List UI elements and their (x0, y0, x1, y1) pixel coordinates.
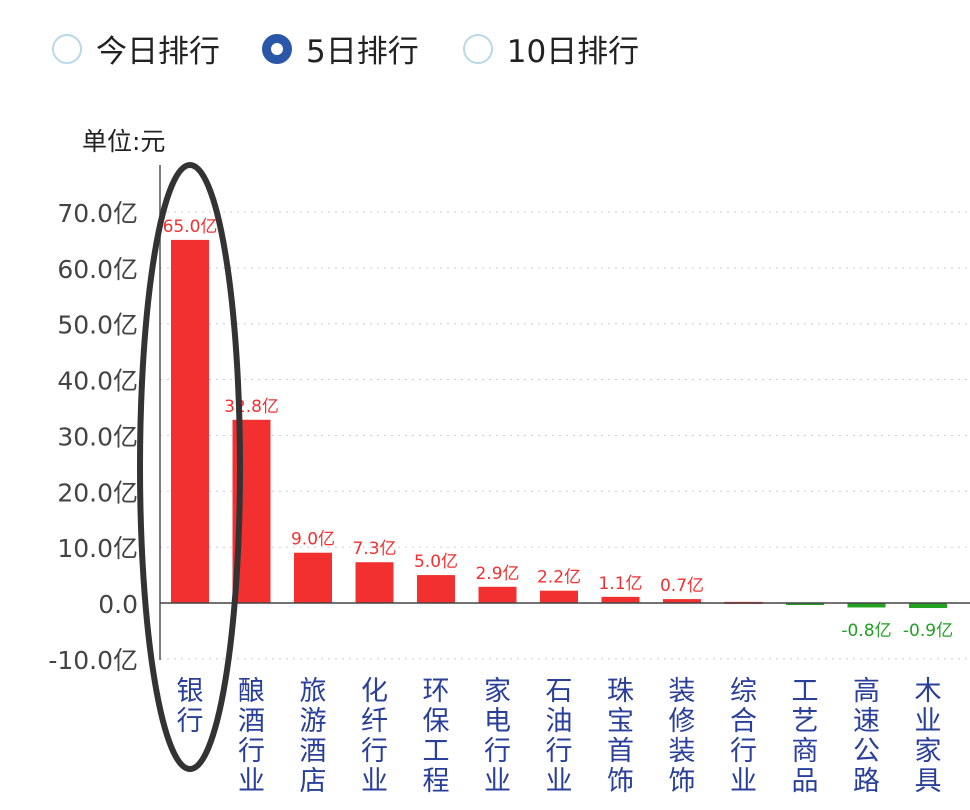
x-tick-label-char: 电 (484, 706, 511, 737)
x-tick-label-char: 程 (423, 766, 450, 797)
x-tick-label-char: 木 (915, 676, 942, 707)
y-tick-label: 70.0亿 (57, 199, 138, 228)
data-label: 9.0亿 (291, 530, 335, 550)
x-tick-label-char: 业 (730, 766, 757, 797)
bar (786, 603, 824, 605)
x-tick-label-char: 装 (669, 736, 696, 767)
x-tick-label-char: 业 (484, 766, 511, 797)
x-tick-label-char: 石 (546, 676, 573, 707)
data-label: 1.1亿 (598, 574, 642, 594)
radio-label: 10日排行 (506, 34, 640, 70)
x-tick-label-char: 业 (915, 706, 942, 737)
bar (417, 575, 455, 603)
x-tick-label-char: 综 (730, 676, 757, 707)
x-tick-label-char: 保 (423, 706, 450, 737)
y-tick-label: 10.0亿 (57, 534, 138, 563)
data-label: 32.8亿 (224, 397, 279, 417)
radio-label: 今日排行 (96, 34, 220, 70)
x-tick-label-char: 环 (423, 676, 450, 707)
data-label: 2.2亿 (537, 568, 581, 588)
x-tick-label-char: 品 (792, 766, 819, 797)
x-tick-label-char: 店 (300, 766, 327, 797)
radio-today[interactable]: 今日排行 (52, 26, 220, 71)
x-tick-label-char: 旅 (300, 676, 327, 707)
highlight-ellipse (137, 162, 243, 772)
bar (663, 599, 701, 603)
x-tick-label-char: 修 (669, 706, 696, 737)
x-tick-label-char: 饰 (607, 766, 634, 797)
x-tick-label-char: 酒 (300, 736, 327, 767)
data-label: 65.0亿 (163, 217, 218, 237)
bar (540, 590, 578, 603)
x-tick-label-char: 业 (546, 766, 573, 797)
y-tick-label: 30.0亿 (57, 422, 138, 451)
x-tick-label-char: 游 (300, 706, 327, 737)
x-tick-label-char: 装 (669, 676, 696, 707)
radio-button[interactable] (262, 33, 292, 64)
bar (478, 586, 517, 603)
bar (909, 603, 947, 609)
data-label: 2.9亿 (475, 564, 519, 584)
x-tick-label-char: 油 (546, 706, 573, 737)
x-tick-label-char: 速 (853, 706, 880, 737)
radio-button[interactable] (52, 33, 82, 64)
x-tick-label-char: 家 (915, 736, 942, 767)
data-label: 0.7亿 (660, 576, 704, 596)
x-tick-label-char: 合 (730, 706, 757, 737)
unit-label: 单位:元 (82, 127, 165, 156)
x-tick-label-char: 行 (361, 736, 388, 767)
x-tick-label-char: 高 (853, 676, 880, 707)
bar (355, 562, 394, 603)
x-tick-label-char: 首 (607, 736, 634, 767)
data-label: 7.3亿 (352, 539, 396, 559)
x-tick-label-char: 行 (484, 736, 511, 767)
x-tick-label-char: 酒 (238, 706, 265, 737)
data-label: -0.9亿 (903, 621, 953, 641)
y-tick-label: 60.0亿 (57, 255, 138, 284)
y-tick-label: -10.0亿 (48, 646, 138, 675)
x-tick-label-char: 家 (484, 676, 511, 707)
bar (847, 603, 886, 608)
bar (601, 596, 640, 603)
x-tick-label-char: 纤 (361, 706, 388, 737)
x-tick-label-char: 艺 (792, 706, 819, 737)
x-tick-label-char: 具 (915, 766, 942, 797)
x-tick-label-char: 路 (853, 766, 880, 797)
radio-10day[interactable]: 10日排行 (462, 26, 640, 71)
x-tick-label-char: 行 (238, 736, 265, 767)
x-tick-label-char: 工 (423, 736, 450, 767)
x-tick-label-char: 宝 (607, 706, 634, 737)
x-tick-label-char: 饰 (669, 766, 696, 797)
radio-button[interactable] (462, 33, 493, 64)
x-tick-label-char: 业 (238, 766, 265, 797)
period-radio-group: 今日排行 5日排行 10日排行 (52, 26, 639, 71)
x-tick-label-char: 业 (361, 766, 388, 797)
x-tick-label-char: 银 (177, 676, 204, 707)
data-label: -0.8亿 (841, 621, 891, 641)
x-tick-label-char: 行 (730, 736, 757, 767)
x-tick-label-char: 公 (853, 736, 880, 767)
x-tick-label-char: 行 (177, 706, 204, 737)
bar (294, 552, 332, 603)
x-tick-label-char: 工 (792, 676, 819, 707)
y-tick-label: 50.0亿 (57, 311, 138, 340)
radio-label: 5日排行 (306, 34, 419, 70)
x-tick-label-char: 珠 (607, 676, 634, 707)
data-label: 5.0亿 (414, 552, 458, 572)
x-tick-label-char: 商 (792, 736, 819, 767)
y-tick-label: 40.0亿 (57, 367, 138, 396)
y-tick-label: 0.0 (98, 590, 138, 619)
bar (171, 239, 209, 603)
y-tick-label: 20.0亿 (57, 478, 138, 507)
x-tick-label-char: 酿 (238, 676, 265, 707)
x-tick-label-char: 行 (546, 736, 573, 767)
radio-5day[interactable]: 5日排行 (262, 26, 419, 71)
x-tick-label-char: 化 (361, 676, 388, 707)
